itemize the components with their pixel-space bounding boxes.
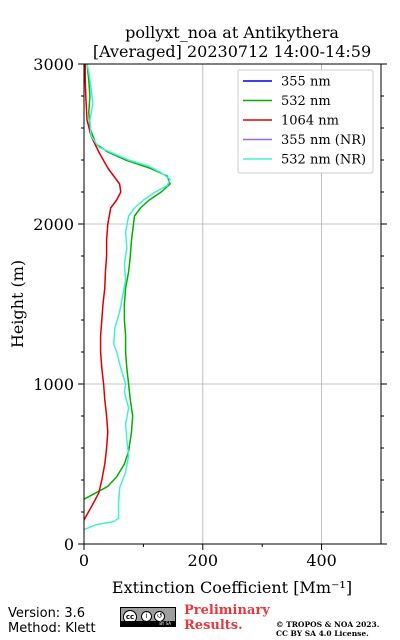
method-text: Method: Klett [8, 621, 96, 636]
extinction-profile-chart: pollyxt_noa at Antikythera [Averaged] 20… [8, 23, 387, 597]
x-tick-label: 400 [306, 551, 337, 570]
preliminary-results-note: Preliminary Results. [184, 603, 270, 633]
series-line-532-nm-nr- [83, 63, 171, 531]
legend-box [237, 69, 374, 174]
x-tick-label: 0 [79, 551, 89, 570]
series-lines [83, 63, 171, 531]
y-tick-label: 3000 [33, 55, 74, 74]
legend-label: 532 nm (NR) [281, 153, 366, 168]
cc-license-badge: cc i ↺ BY SA [120, 607, 176, 627]
legend-label: 532 nm [281, 94, 331, 109]
copyright-note: © TROPOS & NOA 2023. CC BY SA 4.0 Licens… [276, 620, 379, 638]
x-axis-label: Extinction Coefficient [Mm⁻¹] [112, 578, 352, 597]
y-axis-label: Height (m) [8, 260, 27, 348]
version-method-block: Version: 3.6 Method: Klett [8, 606, 96, 636]
legend-label: 355 nm (NR) [281, 133, 366, 148]
legend-label: 355 nm [281, 75, 331, 90]
copyright-line-2: CC BY SA 4.0 License. [276, 629, 369, 638]
y-tick-label: 2000 [33, 215, 74, 234]
copyright-line-1: © TROPOS & NOA 2023. [276, 620, 380, 629]
chart-subtitle: [Averaged] 20230712 14:00-14:59 [93, 42, 371, 61]
legend-label: 1064 nm [281, 114, 339, 129]
y-tick-label: 1000 [33, 375, 74, 394]
x-tick-label: 200 [188, 551, 219, 570]
chart-title: pollyxt_noa at Antikythera [125, 23, 339, 42]
preliminary-line-2: Results. [184, 618, 243, 633]
cc-badge-strip: BY SA [121, 621, 175, 626]
series-line-1064-nm [83, 64, 122, 521]
plot-frame [83, 63, 382, 545]
legend-entries: 355 nm 532 nm 1064 nm 355 nm (NR) 532 nm (NR… [243, 75, 366, 168]
y-tick-label: 0 [64, 535, 74, 554]
preliminary-line-1: Preliminary [184, 603, 270, 618]
axis-ticks: 0 200 400 0 1000 2000 3000 [33, 55, 387, 570]
version-text: Version: 3.6 [8, 606, 85, 621]
legend: 355 nm 532 nm 1064 nm 355 nm (NR) 532 nm (NR… [237, 69, 374, 174]
